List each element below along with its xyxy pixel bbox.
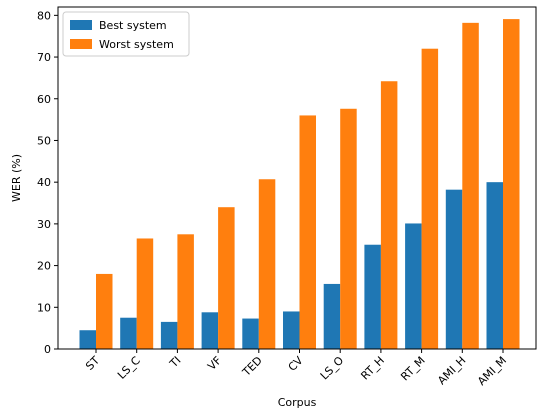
y-tick-label: 10	[37, 301, 51, 314]
y-tick-label: 0	[44, 343, 51, 356]
y-axis: 0 10 20 30 40 50 60 70 80	[37, 9, 58, 356]
worst-bar-ls-o	[340, 108, 357, 350]
worst-bar-ami-h	[462, 22, 479, 349]
worst-bar-vf	[218, 207, 235, 349]
best-bar-vf	[201, 312, 219, 349]
best-bar-cv	[283, 311, 300, 349]
best-bar-ls-c	[120, 317, 137, 349]
best-bar-ted	[242, 318, 259, 349]
y-axis-title: WER (%)	[10, 154, 23, 202]
y-tick-label: 30	[37, 218, 51, 231]
worst-bar-rt-h	[380, 81, 398, 350]
y-tick-label: 40	[37, 176, 51, 189]
legend-label-worst: Worst system	[99, 38, 174, 51]
worst-bar-rt-m	[421, 48, 439, 350]
legend-swatch-best	[70, 20, 92, 30]
plot-frame	[57, 6, 537, 350]
best-bar-rt-m	[405, 223, 422, 349]
bar-group	[79, 19, 520, 350]
legend-box	[62, 11, 190, 57]
x-axis-title: Corpus	[278, 396, 317, 409]
worst-bar-ti	[177, 234, 194, 349]
worst-bar-st	[96, 273, 113, 349]
worst-bar-ami-m	[503, 19, 520, 349]
worst-bar-ted	[258, 179, 276, 349]
y-tick-label: 60	[37, 93, 51, 106]
y-tick-label: 20	[37, 260, 51, 273]
worst-bar-ls-c	[136, 238, 154, 349]
legend: Best system Worst system	[62, 11, 190, 57]
worst-bar-cv	[299, 115, 316, 349]
best-bar-st	[79, 330, 96, 349]
y-tick-label: 50	[37, 134, 51, 147]
legend-swatch-worst	[70, 39, 92, 49]
legend-label-best: Best system	[99, 19, 167, 32]
y-tick-label: 70	[37, 51, 51, 64]
best-bar-ami-m	[486, 182, 503, 349]
y-tick-label: 80	[37, 9, 51, 22]
best-bar-ls-o	[323, 283, 341, 349]
best-bar-rt-h	[364, 244, 381, 349]
best-bar-ti	[160, 321, 178, 349]
best-bar-ami-h	[445, 189, 463, 349]
